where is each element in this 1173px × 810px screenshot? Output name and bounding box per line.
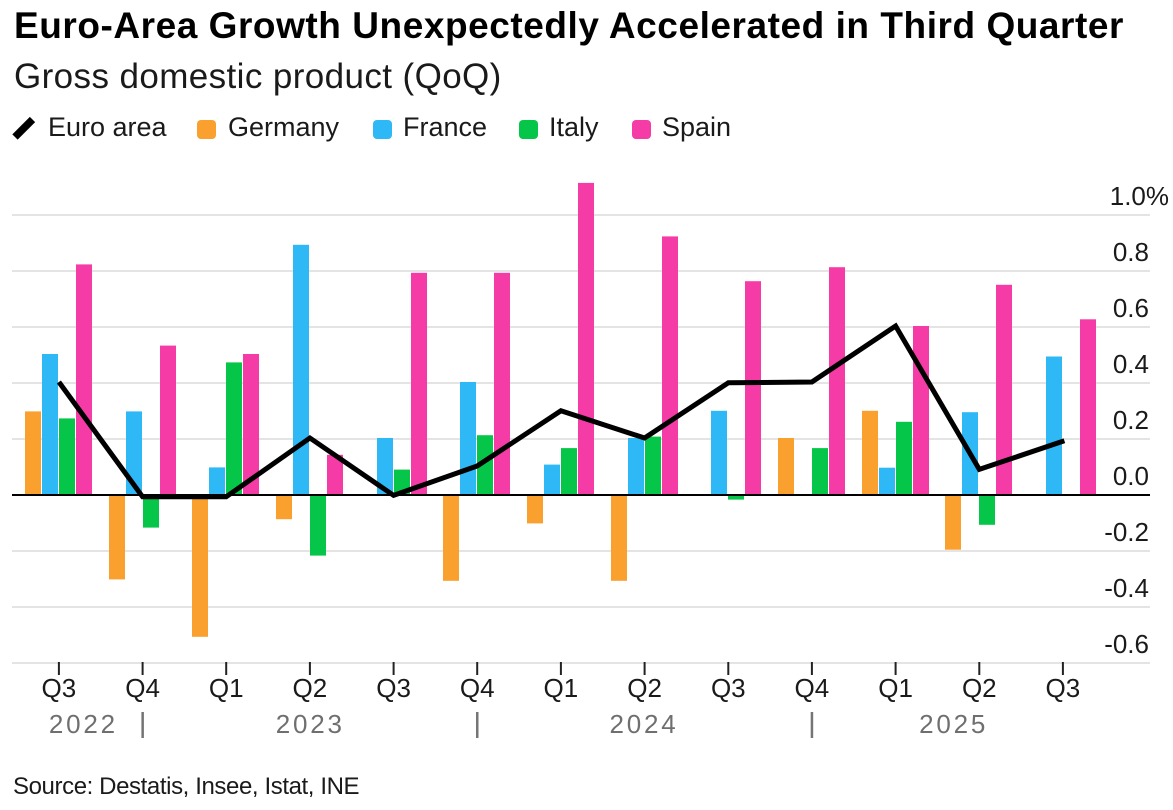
svg-text:Q1: Q1 xyxy=(209,673,244,703)
svg-text:1.0%: 1.0% xyxy=(1110,181,1169,211)
svg-text:Q3: Q3 xyxy=(376,673,411,703)
svg-text:0.2: 0.2 xyxy=(1113,405,1149,435)
svg-text:Q4: Q4 xyxy=(460,673,495,703)
svg-text:Q4: Q4 xyxy=(125,673,160,703)
svg-text:Q4: Q4 xyxy=(795,673,830,703)
svg-text:Q3: Q3 xyxy=(42,673,77,703)
svg-text:0.8: 0.8 xyxy=(1113,237,1149,267)
svg-text:Q2: Q2 xyxy=(627,673,662,703)
svg-text:-0.6: -0.6 xyxy=(1104,629,1149,659)
svg-text:Q2: Q2 xyxy=(293,673,328,703)
svg-text:Q3: Q3 xyxy=(1046,673,1081,703)
svg-text:Q2: Q2 xyxy=(962,673,997,703)
svg-text:-0.4: -0.4 xyxy=(1104,573,1149,603)
svg-text:Q1: Q1 xyxy=(878,673,913,703)
svg-text:0.6: 0.6 xyxy=(1113,293,1149,323)
svg-text:-0.2: -0.2 xyxy=(1104,517,1149,547)
svg-text:Q3: Q3 xyxy=(711,673,746,703)
svg-text:2024: 2024 xyxy=(609,709,678,739)
svg-text:0.0: 0.0 xyxy=(1113,461,1149,491)
svg-text:2023: 2023 xyxy=(276,709,345,739)
svg-text:0.4: 0.4 xyxy=(1113,349,1149,379)
svg-text:Q1: Q1 xyxy=(544,673,579,703)
svg-text:2025: 2025 xyxy=(919,709,988,739)
svg-text:2022: 2022 xyxy=(49,709,118,739)
